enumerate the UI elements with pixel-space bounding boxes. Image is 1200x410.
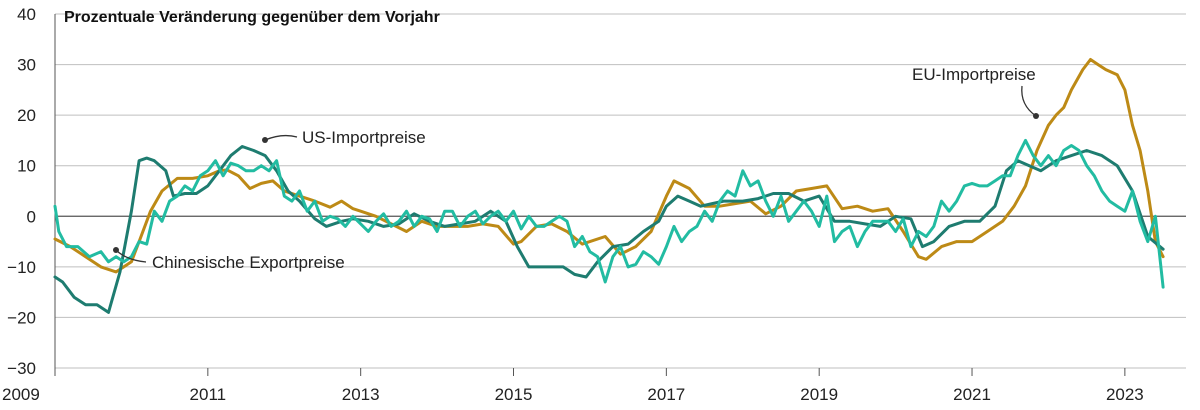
y-tick-label-minus-20: −20 <box>7 308 36 327</box>
y-tick-label-30: 30 <box>17 56 36 75</box>
annotation-arrow-eu <box>1021 85 1037 117</box>
y-tick-label-0: 0 <box>27 207 36 226</box>
series-line-us <box>53 145 1165 314</box>
x-tick-label-2013: 2013 <box>342 385 380 404</box>
x-tick-label-2011: 2011 <box>190 385 227 404</box>
y-tick-label-minus-10: −10 <box>7 258 36 277</box>
y-tick-label-40: 40 <box>17 5 36 24</box>
x-tick-label-2023: 2023 <box>1106 385 1144 404</box>
annotation-layer: US-Importpreise Chinesische Exportpreise E… <box>113 65 1039 272</box>
x-tick-label-2015: 2015 <box>495 385 533 404</box>
annotation-label-eu: EU-Importpreise <box>912 65 1036 84</box>
annotation-arrowhead-cn <box>113 247 119 253</box>
y-tick-label-10: 10 <box>17 157 36 176</box>
series-layer <box>53 58 1165 314</box>
annotation-arrowhead-eu <box>1033 113 1039 119</box>
x-tick-label-2017: 2017 <box>647 385 685 404</box>
y-tick-label-20: 20 <box>17 106 36 125</box>
series-line-eu <box>53 58 1165 274</box>
chart-title: Prozentuale Veränderung gegenüber dem Vo… <box>64 9 440 26</box>
x-tick-label-2021: 2021 <box>953 385 991 404</box>
y-tick-label-minus-30: −30 <box>7 359 36 378</box>
x-tick-label-2009: 2009 <box>2 385 40 404</box>
annotation-arrow-us <box>264 134 298 141</box>
annotation-label-cn: Chinesische Exportpreise <box>152 253 345 272</box>
x-tick-label-2019: 2019 <box>800 385 838 404</box>
annotation-arrowhead-us <box>262 137 268 143</box>
annotation-label-us: US-Importpreise <box>302 128 426 147</box>
series-line-cn <box>53 138 1165 289</box>
grid-layer: 40 30 20 10 0 −10 −20 −30 2009 2011 2013 2015 2017 20… <box>2 5 1186 404</box>
